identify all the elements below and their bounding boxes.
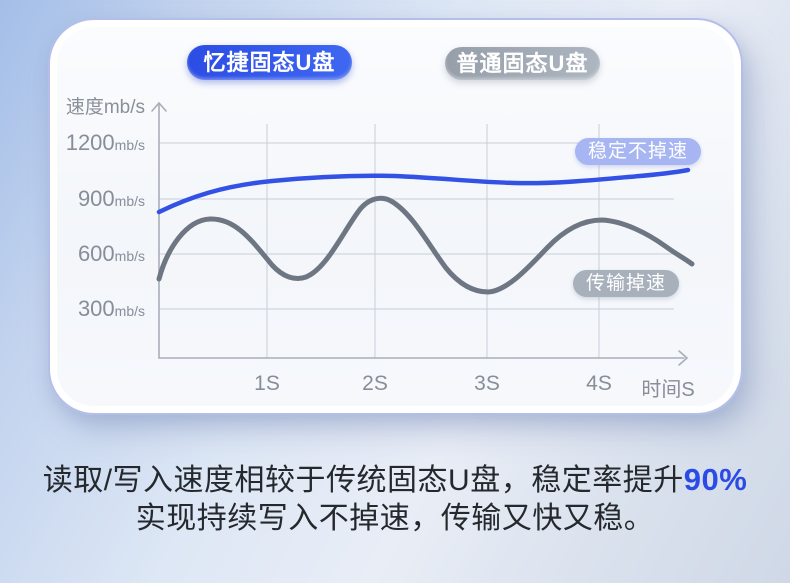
x-tick-4s: 4S [586, 372, 612, 395]
x-tick-3s: 3S [474, 372, 500, 395]
chart-card: 忆捷固态U盘 普通固态U盘 速度mb/s 1200mb/s 900mb/s 60… [48, 18, 743, 415]
series-generic-ssd-line [156, 195, 695, 295]
x-axis-title: 时间S [641, 379, 695, 401]
y-axis-title: 速度mb/s [65, 97, 145, 118]
series-eaget-ssd-line [156, 167, 691, 215]
axes [151, 101, 689, 366]
annotation-stable-badge: 稳定不掉速 [575, 138, 702, 165]
caption-highlight-90: 90% [683, 462, 748, 497]
caption: 读取/写入速度相较于传统固态U盘，稳定率提升90% 实现持续写入不掉速，传输又快… [0, 461, 790, 538]
y-tick-1200: 1200mb/s [65, 130, 145, 155]
y-tick-600: 600mb/s [77, 241, 145, 266]
caption-line-2: 实现持续写入不掉速，传输又快又稳。 [135, 502, 655, 535]
x-tick-2s: 2S [362, 372, 388, 395]
annotation-drop-badge: 传输掉速 [573, 270, 680, 297]
line-chart [151, 101, 695, 366]
x-axis-arrow-icon [678, 350, 689, 366]
y-tick-300: 300mb/s [77, 296, 145, 321]
legend-eaget-badge: 忆捷固态U盘 [187, 45, 352, 80]
caption-line-1-text: 读取/写入速度相较于传统固态U盘，稳定率提升 [42, 464, 684, 497]
legend-generic-badge: 普通固态U盘 [445, 47, 600, 80]
caption-line-1: 读取/写入速度相较于传统固态U盘，稳定率提升90% [0, 461, 790, 500]
x-tick-1s: 1S [254, 372, 280, 395]
y-axis-arrow-icon [151, 101, 167, 112]
y-tick-900: 900mb/s [77, 186, 145, 211]
